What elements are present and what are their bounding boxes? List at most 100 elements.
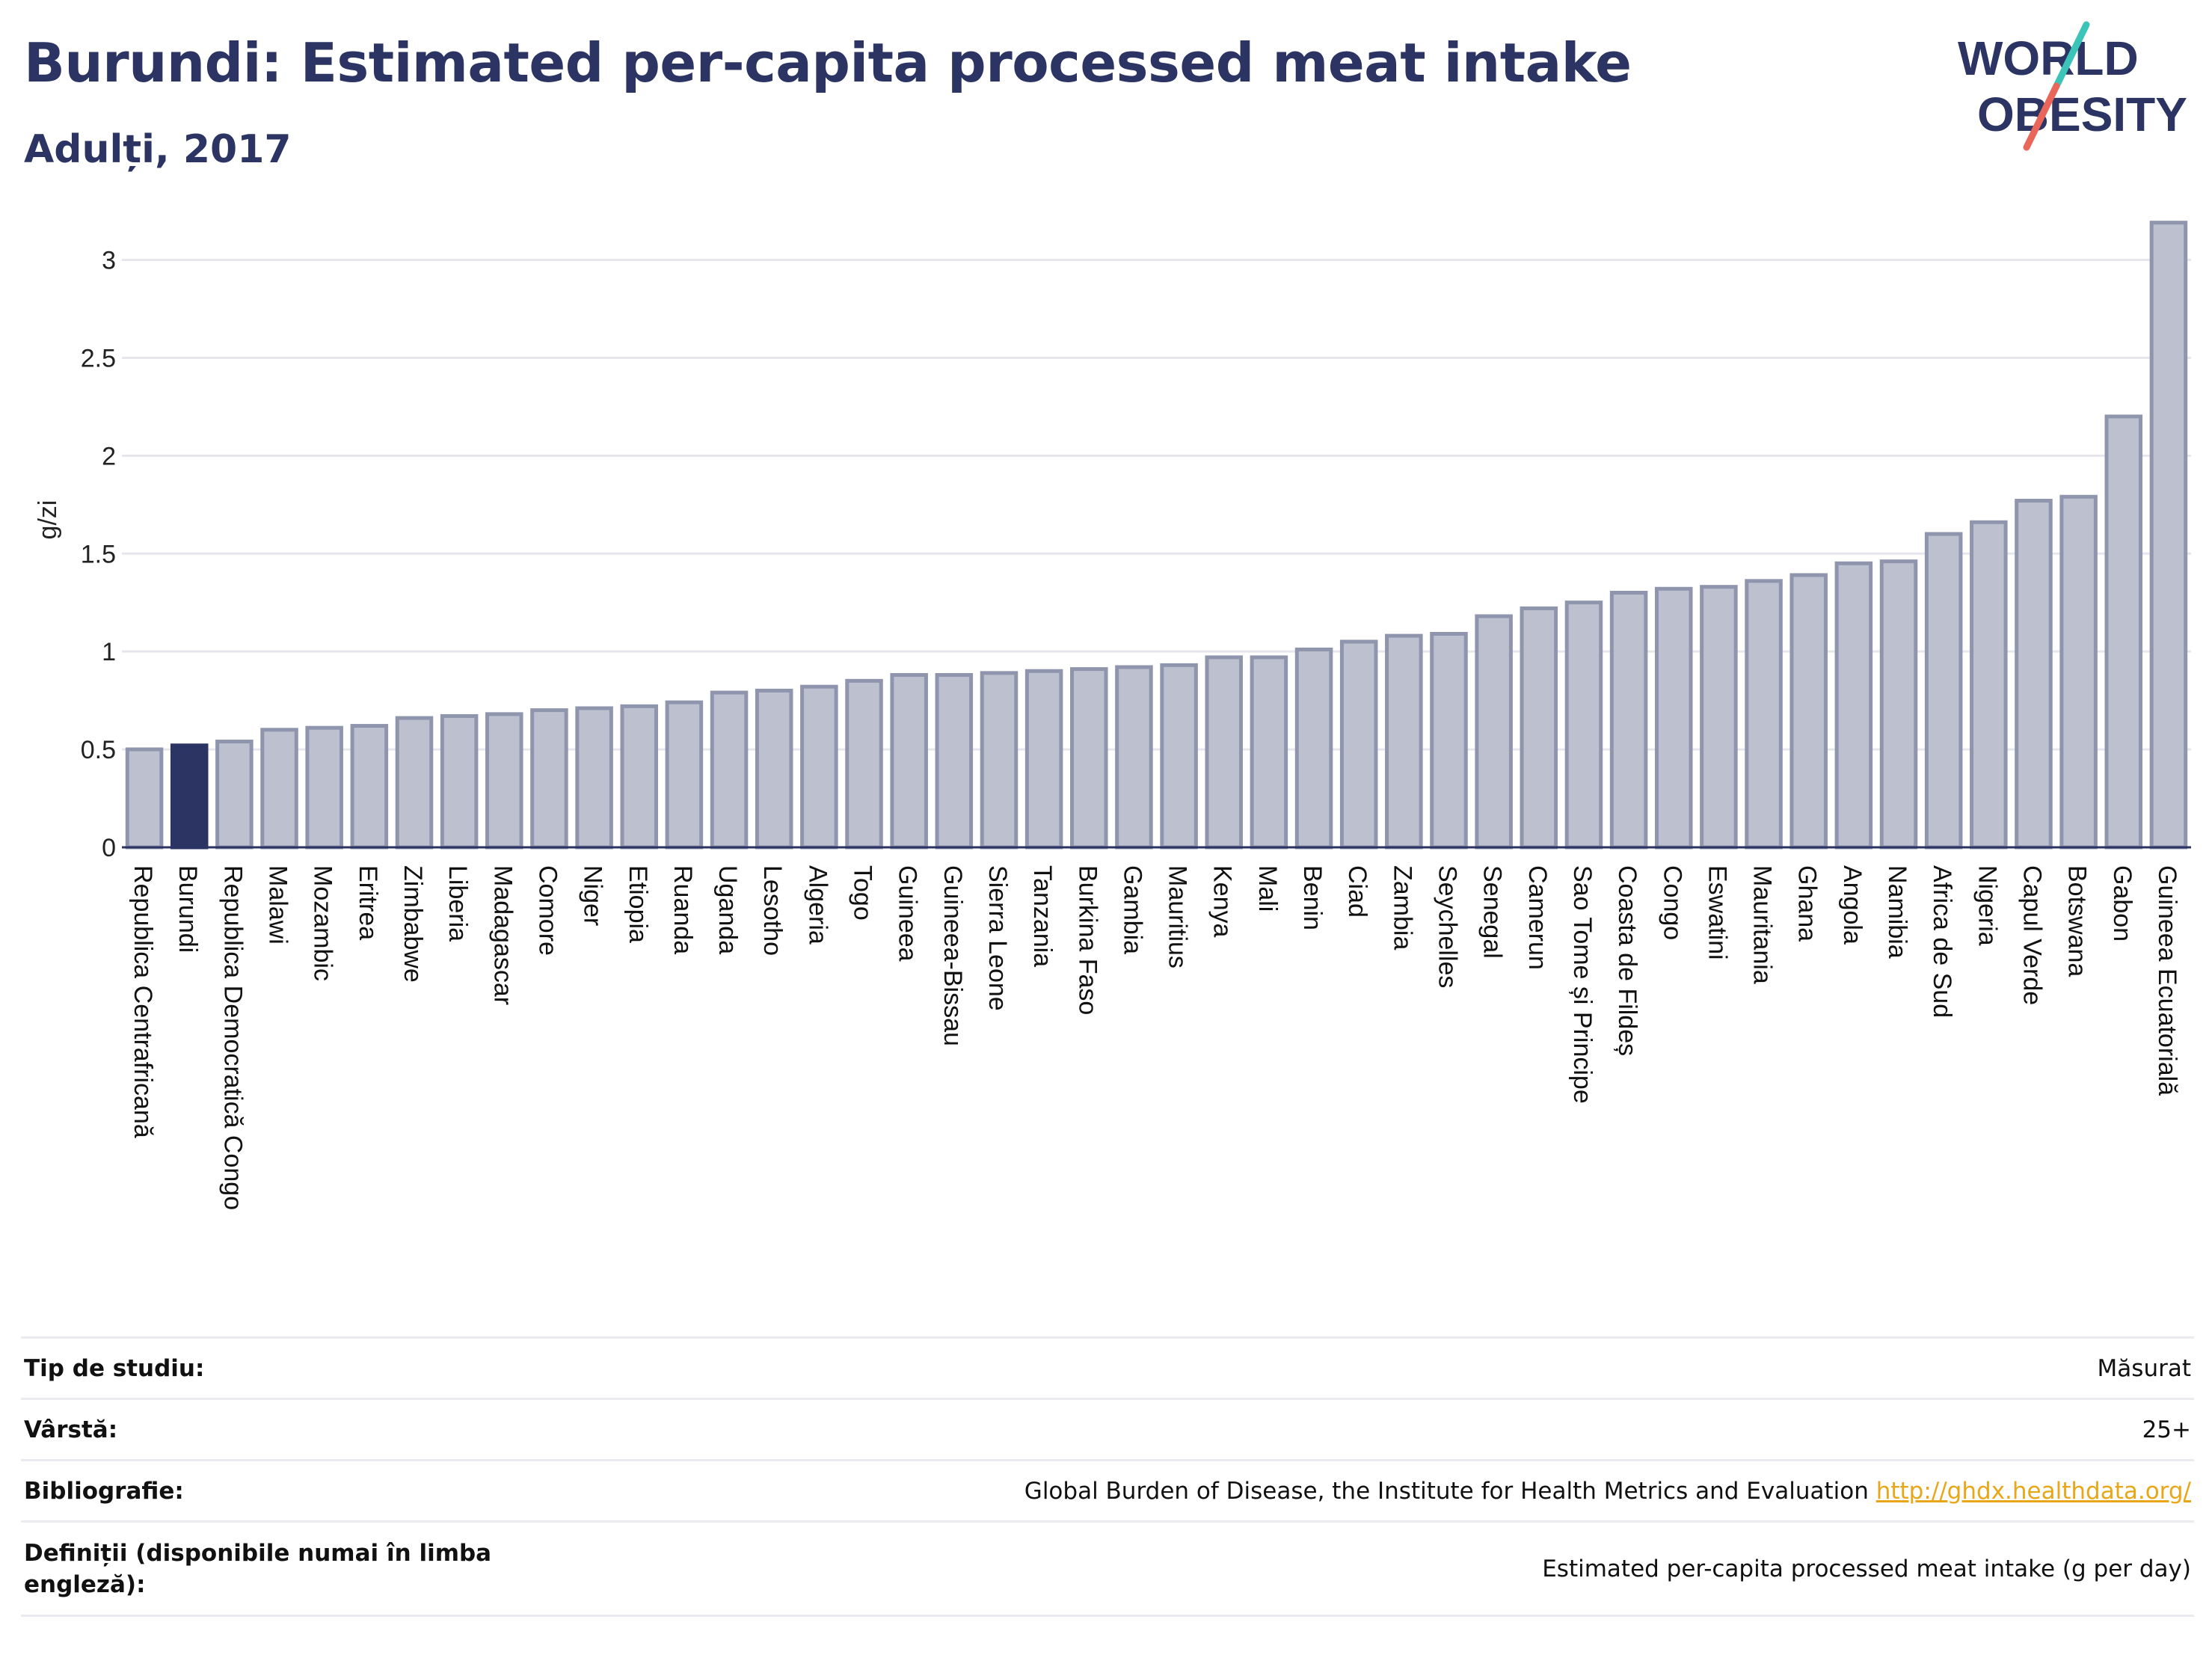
bar[interactable]	[1970, 520, 2008, 850]
x-tick-label: Zimbabwe	[399, 865, 427, 983]
bar[interactable]	[710, 690, 749, 850]
bar[interactable]	[1520, 606, 1558, 850]
bar[interactable]	[1294, 647, 1333, 850]
x-tick-label: Eswatini	[1703, 865, 1731, 960]
info-key: Bibliografie:	[21, 1459, 506, 1523]
x-tick-label: Madagascar	[488, 865, 517, 1005]
bar[interactable]	[1654, 586, 1693, 850]
x-tick-label: Botswana	[2063, 865, 2092, 977]
y-tick-label: 2	[102, 442, 116, 470]
x-tick-label: Congo	[1658, 865, 1686, 940]
info-row-study-type: Tip de studiu: Măsurat	[21, 1336, 2194, 1400]
x-tick-label: Sierra Leone	[983, 865, 1012, 1011]
x-tick-label: Camerun	[1523, 865, 1552, 970]
x-tick-label: Nigeria	[1973, 865, 2001, 946]
bar[interactable]	[1250, 655, 1288, 850]
bar[interactable]	[980, 671, 1019, 850]
x-tick-label: Lesotho	[758, 865, 787, 956]
bar[interactable]	[1789, 573, 1828, 850]
x-tick-label: Republica Centrafricană	[129, 865, 157, 1138]
bar[interactable]	[2059, 494, 2098, 850]
x-tick-label: Sao Tome și Principe	[1568, 865, 1597, 1104]
logo-slash-red	[2023, 82, 2060, 151]
bar[interactable]	[1160, 663, 1198, 850]
bar[interactable]	[2015, 498, 2053, 850]
bar[interactable]	[935, 672, 974, 850]
x-tick-label: Gabon	[2108, 865, 2136, 942]
x-tick-label: Capul Verde	[2018, 865, 2046, 1005]
y-tick-label: 1	[102, 638, 116, 666]
info-row-definitions: Definiții (disponibile numai în limba en…	[21, 1520, 2194, 1617]
bar[interactable]	[845, 678, 883, 850]
bar[interactable]	[215, 740, 254, 850]
bar[interactable]	[350, 724, 389, 850]
bar[interactable]	[755, 688, 793, 850]
bar[interactable]	[1879, 559, 1918, 850]
info-value: Global Burden of Disease, the Institute …	[1024, 1477, 1869, 1505]
bar[interactable]	[620, 704, 659, 850]
logo-text-obesity: OBESITY	[1977, 87, 2187, 141]
bar[interactable]	[1339, 639, 1378, 850]
bar[interactable]	[1609, 591, 1648, 850]
bar-highlighted[interactable]	[170, 743, 209, 850]
bar[interactable]	[1834, 561, 1873, 850]
bar[interactable]	[575, 706, 613, 850]
x-tick-label: Algeria	[803, 865, 832, 945]
bar[interactable]	[2104, 414, 2143, 850]
bar[interactable]	[1475, 614, 1513, 850]
bar[interactable]	[1924, 532, 1963, 850]
bar[interactable]	[800, 684, 838, 850]
bar[interactable]	[665, 700, 704, 850]
x-tick-label: Burkina Faso	[1073, 865, 1102, 1015]
y-tick-label: 0	[102, 834, 116, 862]
bar[interactable]	[305, 725, 343, 850]
x-tick-label: Guineea	[894, 865, 922, 962]
x-tick-label: Africa de Sud	[1928, 865, 1956, 1018]
bar[interactable]	[2149, 221, 2188, 850]
x-tick-label: Comore	[533, 865, 562, 956]
x-tick-label: Togo	[849, 865, 877, 921]
x-tick-label: Senegal	[1478, 865, 1507, 959]
world-obesity-logo[interactable]: WORLD OBESITY	[1944, 19, 2199, 161]
info-value: Estimated per-capita processed meat inta…	[506, 1520, 2194, 1617]
bar[interactable]	[1070, 667, 1108, 850]
y-tick-label: 3	[102, 247, 116, 275]
x-tick-label: Tanzania	[1028, 865, 1057, 967]
bar[interactable]	[530, 708, 568, 850]
bar[interactable]	[1430, 632, 1468, 850]
x-tick-label: Zambia	[1388, 865, 1416, 950]
info-row-bibliography: Bibliografie: Global Burden of Disease, …	[21, 1459, 2194, 1523]
x-tick-label: Liberia	[443, 865, 472, 942]
y-axis-label: g/zi	[34, 500, 62, 540]
x-tick-label: Mozambic	[309, 865, 337, 981]
logo-slash-teal	[2053, 21, 2090, 90]
bar[interactable]	[125, 747, 164, 850]
x-tick-label: Coasta de Fildeș	[1613, 865, 1641, 1056]
bar[interactable]	[890, 672, 928, 850]
x-tick-label: Mali	[1253, 865, 1282, 912]
bar[interactable]	[440, 713, 479, 850]
bar[interactable]	[260, 728, 298, 850]
bar[interactable]	[1700, 585, 1738, 850]
chart-subtitle: Adulți, 2017	[24, 127, 292, 172]
bar[interactable]	[1024, 669, 1063, 850]
bar[interactable]	[1564, 601, 1603, 850]
bar[interactable]	[1115, 665, 1153, 850]
bar[interactable]	[1385, 633, 1423, 850]
bar[interactable]	[395, 716, 434, 850]
bar[interactable]	[1205, 655, 1243, 850]
x-tick-label: Niger	[579, 865, 607, 926]
x-tick-label: Eritrea	[354, 865, 382, 940]
bar[interactable]	[1745, 579, 1783, 850]
x-tick-label: Gambia	[1118, 865, 1146, 954]
info-value: 25+	[506, 1398, 2194, 1461]
bar[interactable]	[485, 712, 523, 850]
info-row-age: Vârstă: 25+	[21, 1398, 2194, 1461]
x-tick-label: Republica Democratică Congo	[218, 865, 247, 1210]
x-tick-label: Etiopia	[624, 865, 652, 943]
x-tick-label: Angola	[1838, 865, 1867, 945]
bar-chart: 0 0.5 1 1.5 2 2.5 3 Republica Centrafricană Buru…	[34, 221, 2191, 1210]
source-link[interactable]: http://ghdx.healthdata.org/	[1875, 1477, 2191, 1505]
x-tick-label: Ruanda	[669, 865, 697, 954]
x-tick-label: Guineea Ecuatorială	[2153, 865, 2181, 1096]
